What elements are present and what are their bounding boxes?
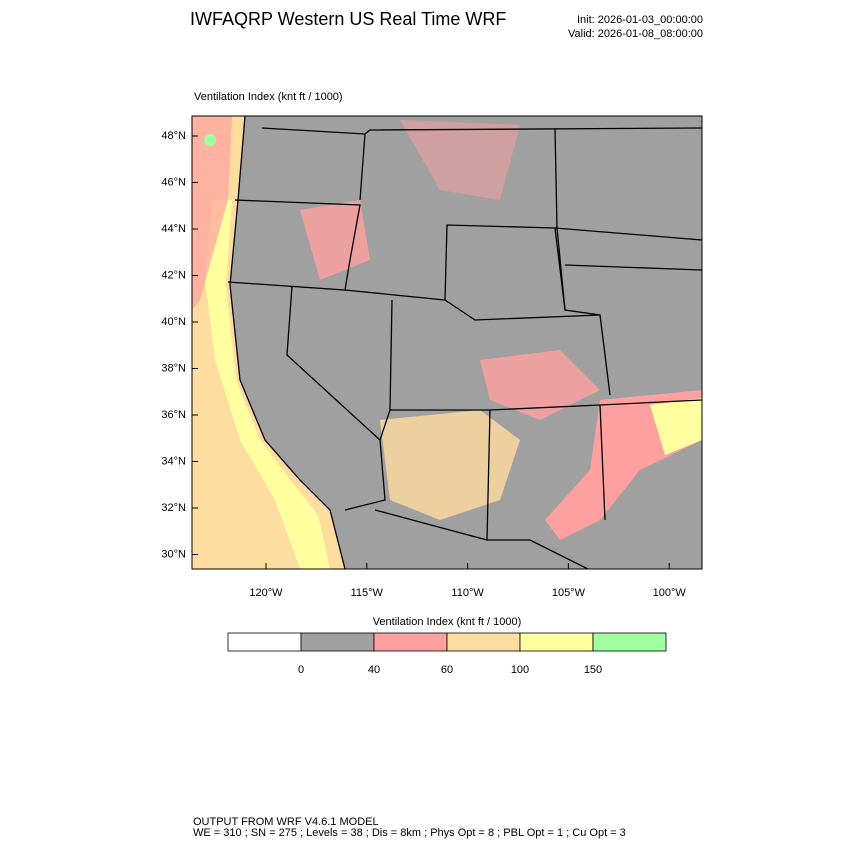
map [191,115,703,570]
lat-label: 46°N [161,176,186,188]
colorbar-box [300,632,375,652]
lat-label: 30°N [161,548,186,560]
lat-label: 32°N [161,502,186,514]
init-time: Init: 2026-01-03_00:00:00 [577,14,703,26]
lon-label: 100°W [653,587,687,599]
patch [192,116,232,310]
lat-label: 36°N [161,409,186,421]
patch [300,200,370,280]
lat-label: 34°N [161,455,186,467]
lat-label: 42°N [161,269,186,281]
patch [380,410,520,520]
footer-line: WE = 310 ; SN = 275 ; Levels = 38 ; Dis … [193,827,626,839]
lon-label: 115°W [351,587,384,599]
colorbar-box [373,632,448,652]
lat-label: 44°N [161,223,186,235]
patch [204,134,216,146]
patch [480,350,600,420]
patch [650,398,702,455]
lon-label: 120°W [249,587,283,599]
lon-label: 110°W [451,587,484,599]
colorbar-label: 60 [441,664,453,676]
colorbar-label: 40 [368,664,380,676]
map-label: Ventilation Index (knt ft / 1000) [194,91,343,103]
colorbar-label: 0 [298,664,304,676]
ocean [192,116,345,569]
footer-line: OUTPUT FROM WRF V4.6.1 MODEL [193,816,379,828]
colorbar-box [592,632,667,652]
colorbar-label: 100 [511,664,529,676]
lon-label: 105°W [552,587,586,599]
patch [400,120,520,200]
lat-label: 40°N [161,316,186,328]
colorbar-box [227,632,302,652]
lat-label: 38°N [161,362,186,374]
colorbar-box [519,632,594,652]
colorbar-box [446,632,521,652]
colorbar-title: Ventilation Index (knt ft / 1000) [373,616,522,628]
lat-label: 48°N [161,130,186,142]
valid-time: Valid: 2026-01-08_08:00:00 [568,28,703,40]
state-lines [227,116,702,569]
map-frame [191,115,703,570]
colorbar-label: 150 [584,664,602,676]
title: IWFAQRP Western US Real Time WRF [190,9,506,29]
